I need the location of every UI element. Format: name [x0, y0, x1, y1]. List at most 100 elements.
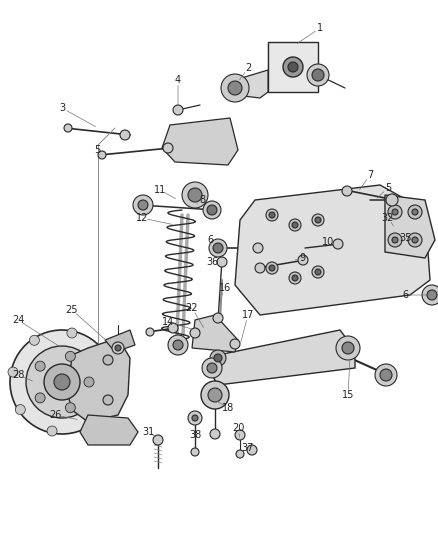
Text: 26: 26: [49, 410, 61, 420]
Circle shape: [133, 195, 153, 215]
Circle shape: [190, 328, 200, 338]
Circle shape: [235, 430, 245, 440]
Text: 28: 28: [12, 370, 24, 380]
Text: 25: 25: [66, 305, 78, 315]
Circle shape: [138, 200, 148, 210]
Circle shape: [85, 419, 95, 429]
Circle shape: [292, 222, 298, 228]
Circle shape: [228, 81, 242, 95]
Circle shape: [269, 265, 275, 271]
Circle shape: [312, 266, 324, 278]
Circle shape: [269, 212, 275, 218]
Circle shape: [412, 237, 418, 243]
Circle shape: [207, 363, 217, 373]
Circle shape: [298, 255, 308, 265]
Circle shape: [168, 323, 178, 333]
Circle shape: [283, 57, 303, 77]
Text: 37: 37: [242, 443, 254, 453]
Circle shape: [64, 124, 72, 132]
Circle shape: [408, 205, 422, 219]
Circle shape: [44, 364, 80, 400]
Text: 17: 17: [242, 310, 254, 320]
Text: 36: 36: [206, 257, 218, 267]
Text: 6: 6: [402, 290, 408, 300]
Circle shape: [120, 130, 130, 140]
Circle shape: [8, 367, 18, 377]
Text: 15: 15: [342, 390, 354, 400]
Text: 10: 10: [322, 237, 334, 247]
Circle shape: [427, 290, 437, 300]
Polygon shape: [235, 70, 268, 98]
Circle shape: [221, 74, 249, 102]
Circle shape: [388, 205, 402, 219]
Polygon shape: [105, 330, 135, 352]
Circle shape: [213, 243, 223, 253]
Text: 1: 1: [317, 23, 323, 33]
Circle shape: [10, 330, 114, 434]
Circle shape: [288, 62, 298, 72]
Circle shape: [266, 262, 278, 274]
Circle shape: [153, 435, 163, 445]
Circle shape: [230, 339, 240, 349]
Polygon shape: [192, 315, 238, 352]
Circle shape: [266, 209, 278, 221]
Circle shape: [255, 263, 265, 273]
Polygon shape: [210, 330, 355, 385]
Text: 38: 38: [189, 430, 201, 440]
Circle shape: [146, 328, 154, 336]
Circle shape: [168, 335, 188, 355]
Circle shape: [35, 393, 45, 403]
Circle shape: [207, 205, 217, 215]
Text: 20: 20: [232, 423, 244, 433]
Circle shape: [173, 105, 183, 115]
Circle shape: [15, 405, 25, 415]
Circle shape: [388, 233, 402, 247]
Text: 12: 12: [136, 213, 148, 223]
Circle shape: [336, 336, 360, 360]
Text: 16: 16: [219, 283, 231, 293]
Circle shape: [217, 257, 227, 267]
Text: 24: 24: [12, 315, 24, 325]
Circle shape: [98, 151, 106, 159]
Circle shape: [173, 340, 183, 350]
Circle shape: [202, 358, 222, 378]
Circle shape: [26, 346, 98, 418]
Circle shape: [35, 361, 45, 371]
Polygon shape: [162, 118, 238, 165]
Text: 35: 35: [399, 233, 411, 243]
Text: 8: 8: [199, 195, 205, 205]
Circle shape: [103, 395, 113, 405]
Circle shape: [84, 377, 94, 387]
Text: 31: 31: [142, 427, 154, 437]
Circle shape: [65, 351, 75, 361]
Text: 18: 18: [222, 403, 234, 413]
Circle shape: [289, 219, 301, 231]
Circle shape: [342, 342, 354, 354]
Text: 2: 2: [245, 63, 251, 73]
Circle shape: [214, 354, 222, 362]
Circle shape: [163, 143, 173, 153]
Circle shape: [307, 64, 329, 86]
Circle shape: [210, 429, 220, 439]
Circle shape: [253, 243, 263, 253]
Polygon shape: [385, 195, 435, 258]
Circle shape: [99, 349, 109, 359]
Text: 4: 4: [175, 75, 181, 85]
Circle shape: [103, 355, 113, 365]
Circle shape: [392, 209, 398, 215]
Circle shape: [188, 411, 202, 425]
Circle shape: [203, 201, 221, 219]
Circle shape: [106, 387, 116, 397]
Text: 9: 9: [299, 253, 305, 263]
Text: 32: 32: [382, 213, 394, 223]
Circle shape: [315, 217, 321, 223]
Circle shape: [333, 239, 343, 249]
Circle shape: [115, 345, 121, 351]
Text: 3: 3: [59, 103, 65, 113]
Polygon shape: [80, 415, 138, 445]
Text: 22: 22: [186, 303, 198, 313]
Circle shape: [210, 350, 226, 366]
Text: 7: 7: [367, 170, 373, 180]
Circle shape: [392, 237, 398, 243]
Circle shape: [182, 182, 208, 208]
